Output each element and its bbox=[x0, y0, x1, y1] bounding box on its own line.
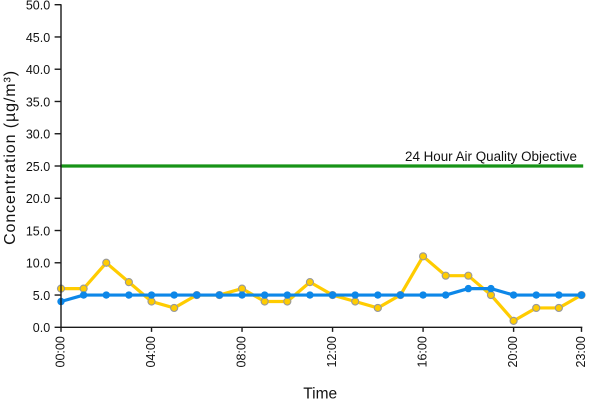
svg-text:50.0: 50.0 bbox=[26, 0, 50, 13]
svg-text:15.0: 15.0 bbox=[26, 224, 50, 238]
svg-text:35.0: 35.0 bbox=[26, 95, 50, 109]
svg-text:20:00: 20:00 bbox=[506, 336, 520, 367]
svg-text:40.0: 40.0 bbox=[26, 63, 50, 77]
svg-text:08:00: 08:00 bbox=[235, 336, 249, 367]
svg-text:25.0: 25.0 bbox=[26, 160, 50, 174]
svg-text:Time: Time bbox=[303, 386, 337, 400]
svg-text:00:00: 00:00 bbox=[54, 336, 68, 367]
svg-text:45.0: 45.0 bbox=[26, 31, 50, 45]
svg-text:10.0: 10.0 bbox=[26, 257, 50, 271]
svg-text:23:00: 23:00 bbox=[574, 336, 588, 367]
svg-text:04:00: 04:00 bbox=[144, 336, 158, 367]
svg-text:12:00: 12:00 bbox=[325, 336, 339, 367]
svg-text:20.0: 20.0 bbox=[26, 192, 50, 206]
svg-text:5.0: 5.0 bbox=[33, 289, 50, 303]
svg-text:0.0: 0.0 bbox=[33, 321, 50, 335]
svg-text:30.0: 30.0 bbox=[26, 128, 50, 142]
svg-text:16:00: 16:00 bbox=[416, 336, 430, 367]
svg-text:24 Hour Air Quality Objective: 24 Hour Air Quality Objective bbox=[405, 149, 577, 164]
svg-text:Concentration (µg/m³): Concentration (µg/m³) bbox=[2, 70, 19, 245]
